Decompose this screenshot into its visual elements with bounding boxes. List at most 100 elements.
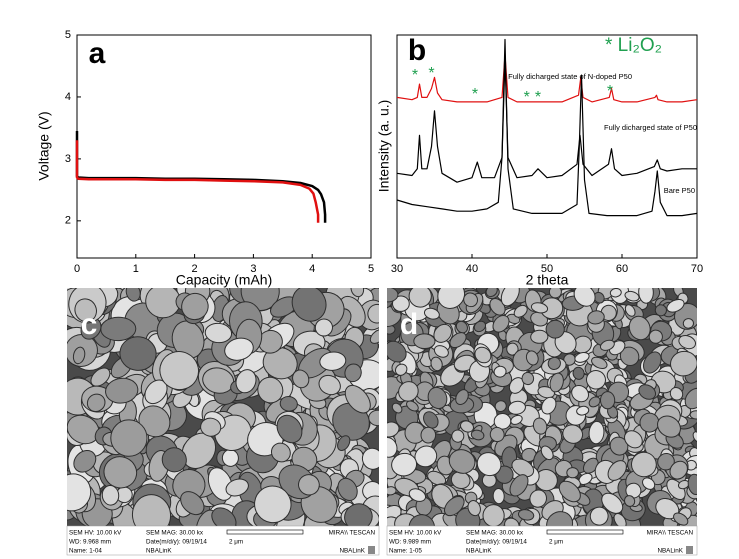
particle (521, 447, 537, 463)
particle (391, 452, 418, 477)
particle (669, 460, 688, 480)
particle (361, 447, 379, 470)
particle (344, 384, 371, 414)
particle (225, 478, 249, 497)
particle (638, 384, 657, 400)
particle (433, 323, 453, 343)
particle (387, 340, 407, 363)
x-tick-label: 5 (368, 263, 374, 275)
particle (423, 411, 439, 429)
particle (279, 395, 298, 412)
particle (586, 370, 606, 390)
particle (507, 400, 526, 415)
particle (599, 391, 616, 410)
trace-annotation: Fully dicharged state of N-doped P50 (508, 72, 632, 81)
particle (506, 342, 519, 356)
peak-marker: * (524, 89, 530, 106)
data-line (396, 38, 698, 217)
particle (387, 486, 397, 496)
particle (549, 372, 564, 393)
sem-info: 2 μm (549, 539, 563, 546)
particle (576, 405, 590, 416)
particle (692, 431, 697, 443)
particle (687, 473, 697, 496)
sem-info: NBALinK (466, 548, 492, 555)
particle (509, 474, 529, 497)
x-tick-label: 2 (192, 263, 198, 275)
particle (467, 500, 481, 517)
particle (387, 421, 400, 438)
particle (558, 480, 581, 503)
particle (673, 512, 689, 526)
particle (642, 477, 656, 490)
particle (67, 473, 92, 512)
y-tick-label: 5 (65, 29, 71, 41)
particle (254, 485, 292, 524)
particle (449, 332, 467, 349)
particle (319, 351, 347, 371)
particle (262, 346, 298, 380)
particle (530, 329, 549, 344)
sem-info: Name: 1-04 (69, 548, 102, 555)
particle (159, 351, 200, 391)
sem-info: WD: 9.968 mm (69, 539, 111, 546)
logo-mark (368, 546, 375, 554)
particle (433, 345, 449, 358)
particle (181, 292, 209, 321)
particle (510, 414, 523, 425)
particle (678, 335, 697, 350)
panel-label: b (408, 34, 426, 67)
particle (476, 452, 502, 477)
particle (72, 346, 86, 365)
particle (420, 426, 437, 444)
particle (589, 506, 609, 526)
particle (532, 417, 548, 435)
particle (180, 491, 205, 516)
particle (408, 514, 435, 526)
x-tick-label: 30 (391, 263, 403, 275)
particle (654, 304, 667, 317)
particle (427, 386, 448, 410)
sem-info: WD: 9.989 mm (389, 539, 431, 546)
particle (408, 488, 427, 502)
particle (669, 387, 684, 401)
particle (473, 320, 487, 333)
x-tick-label: 60 (616, 263, 628, 275)
particle (235, 369, 257, 394)
particle (161, 447, 187, 473)
particle (337, 477, 358, 501)
y-tick-label: 3 (65, 153, 71, 165)
x-tick-label: 4 (309, 263, 315, 275)
particle (689, 410, 697, 420)
data-line (75, 140, 320, 223)
particle (485, 288, 498, 298)
plot-frame (76, 34, 372, 259)
particle (406, 400, 419, 412)
particle (624, 430, 643, 449)
particle (628, 315, 651, 341)
particle (631, 451, 657, 478)
particle (448, 449, 476, 474)
particle (200, 417, 222, 437)
particle (574, 351, 590, 363)
y-tick-label: 2 (65, 215, 71, 227)
particle (493, 365, 507, 378)
particle (204, 322, 233, 344)
info-bar (386, 525, 698, 556)
particle (588, 420, 605, 445)
particle (276, 414, 303, 444)
particle (666, 299, 685, 313)
sem-info: SEM HV: 10.00 kV (69, 530, 122, 537)
particle (131, 494, 172, 526)
particle (105, 377, 139, 404)
trace-annotation: Bare P50 (664, 186, 695, 195)
particle (368, 409, 379, 427)
legend-label: * Li₂O₂ (605, 35, 662, 56)
sem-info: NBALinK (339, 548, 365, 555)
sem-info: MIRA\\ TESCAN (329, 530, 376, 537)
particle (398, 381, 419, 402)
particle (344, 363, 362, 383)
particle (682, 318, 694, 329)
particle (387, 437, 398, 458)
